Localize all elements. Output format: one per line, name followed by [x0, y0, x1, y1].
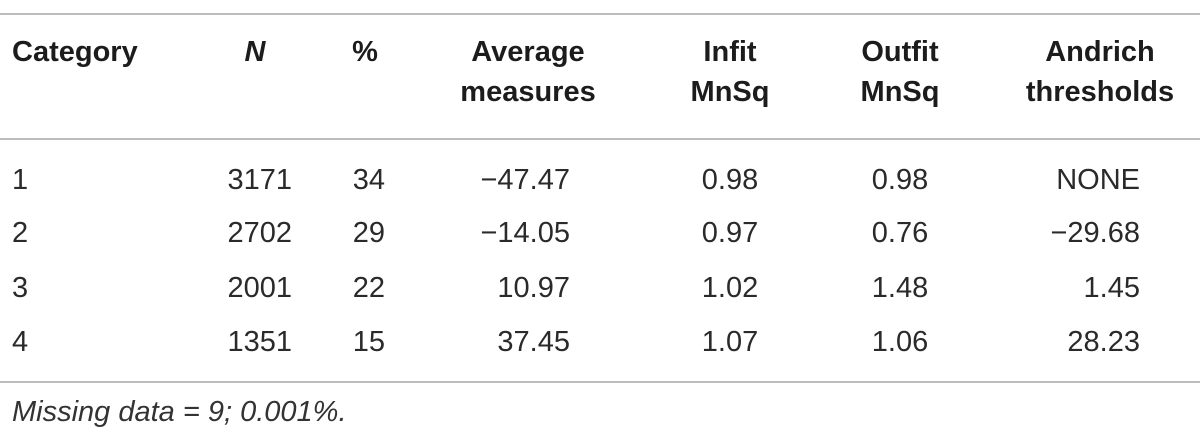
header-andrich-label-line1: Andrich [1045, 36, 1155, 68]
cell-average-measures: −14.05 [480, 217, 570, 249]
cell-average-measures: −47.47 [480, 164, 570, 196]
cell-andrich: 28.23 [1067, 326, 1140, 358]
cell-category: 2 [12, 217, 29, 249]
cell-n: 2001 [227, 272, 292, 304]
cell-category: 3 [12, 272, 29, 304]
cell-percent: 22 [352, 272, 385, 304]
cell-infit: 0.98 [701, 164, 759, 196]
header-average-measures: Average measures [438, 32, 618, 112]
cell-n: 3171 [227, 164, 292, 196]
cell-n: 2702 [227, 217, 292, 249]
cell-outfit: 0.76 [871, 217, 929, 249]
cell-outfit: 1.48 [871, 272, 929, 304]
header-andrich-label-line2: thresholds [1025, 76, 1175, 108]
header-category: Category [12, 32, 138, 72]
table-header-rule [0, 138, 1200, 140]
header-category-label: Category [12, 36, 138, 68]
cell-outfit: 0.98 [871, 164, 929, 196]
cell-infit: 1.07 [701, 326, 759, 358]
cell-infit: 0.97 [701, 217, 759, 249]
cell-percent: 34 [352, 164, 385, 196]
cell-category: 1 [12, 164, 29, 196]
cell-percent: 15 [352, 326, 385, 358]
header-percent: % [345, 32, 385, 72]
cell-percent: 29 [352, 217, 385, 249]
header-n-label: N [244, 36, 266, 68]
header-outfit-label-line2: MnSq [860, 76, 940, 108]
header-average-label-line2: measures [460, 76, 596, 108]
header-outfit-mnsq: Outfit MnSq [845, 32, 955, 112]
header-outfit-label-line1: Outfit [861, 36, 939, 68]
header-infit-label-line1: Infit [703, 36, 757, 68]
cell-andrich: NONE [1056, 164, 1140, 196]
cell-andrich: −29.68 [1050, 217, 1140, 249]
header-infit-label-line2: MnSq [690, 76, 770, 108]
header-n: N [240, 32, 270, 72]
cell-n: 1351 [227, 326, 292, 358]
header-percent-label: % [352, 36, 378, 68]
cell-outfit: 1.06 [871, 326, 929, 358]
header-average-label-line1: Average [471, 36, 585, 68]
cell-andrich: 1.45 [1083, 272, 1140, 304]
cell-infit: 1.02 [701, 272, 759, 304]
table-bottom-rule [0, 381, 1200, 383]
header-andrich-thresholds: Andrich thresholds [1010, 32, 1190, 112]
table-footnote: Missing data = 9; 0.001%. [12, 396, 347, 428]
cell-average-measures: 37.45 [497, 326, 570, 358]
cell-average-measures: 10.97 [497, 272, 570, 304]
header-infit-mnsq: Infit MnSq [680, 32, 780, 112]
cell-category: 4 [12, 326, 29, 358]
table-top-rule [0, 13, 1200, 15]
